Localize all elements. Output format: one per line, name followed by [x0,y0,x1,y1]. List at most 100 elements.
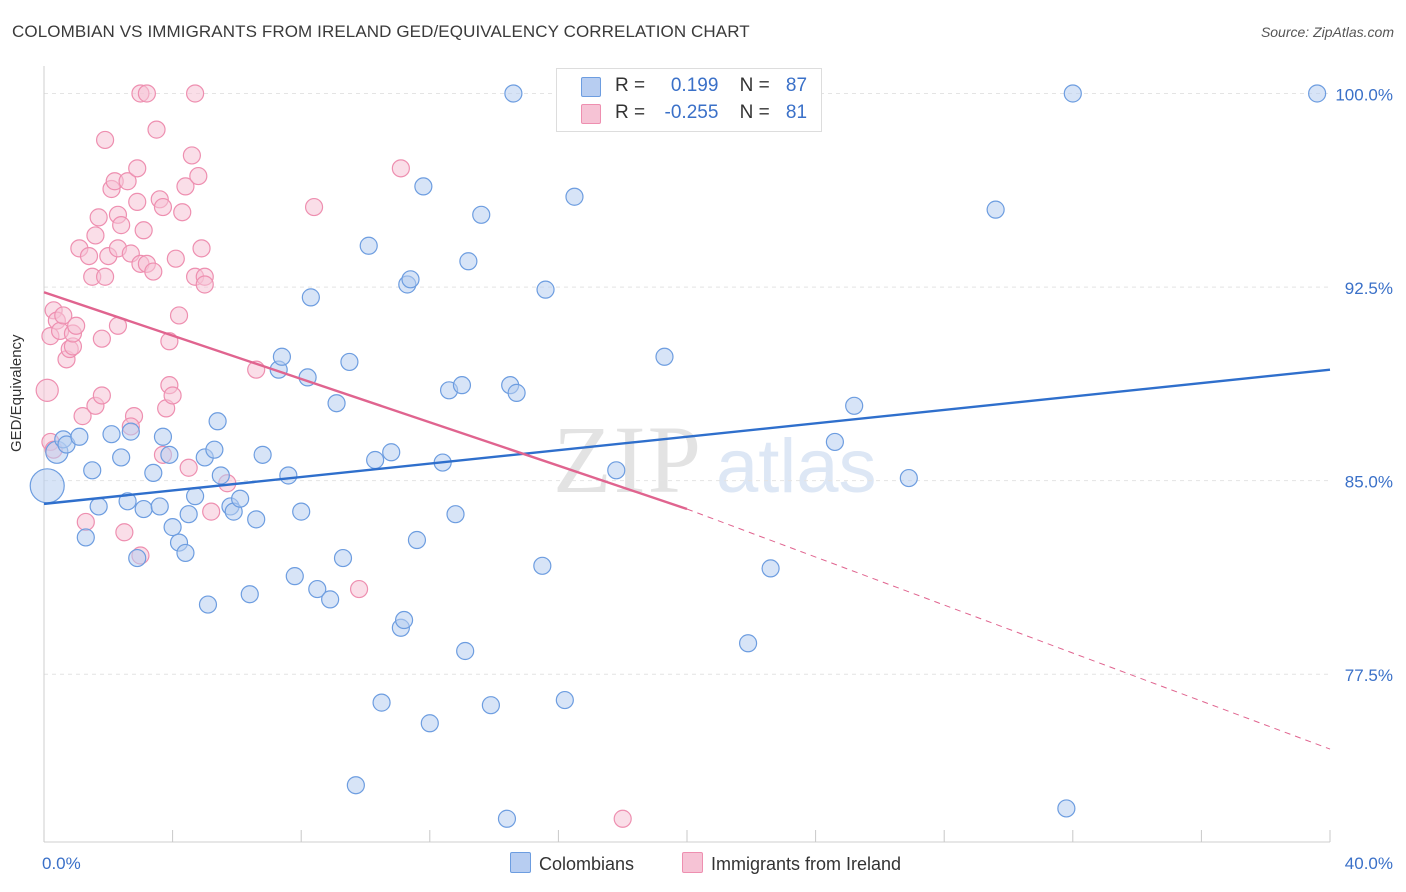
ireland-point [613,809,632,828]
ireland-point [304,197,324,217]
ireland-point [173,203,192,222]
ireland-trend-line [43,291,688,511]
ireland-point [73,407,92,426]
colombian-point [29,468,65,504]
colombian-point [231,489,250,508]
colombian-point [452,376,472,395]
ireland-point [169,306,189,325]
colombian-point [414,177,433,196]
colombian-point [247,510,266,529]
ireland-point [179,458,198,477]
correlation-legend: R = 0.199 N = 87 R = -0.255 N = 81 [556,68,822,132]
legend-n-value-1: 87 [785,75,808,96]
colombian-point [899,468,918,488]
ireland-point [128,159,147,178]
colombian-point [76,528,95,547]
ireland-point [391,159,410,178]
colombian-point [481,696,500,715]
colombian-point [825,432,844,452]
ireland-point [86,226,105,245]
colombian-point [211,466,230,485]
ireland-point [349,579,369,599]
colombian-point [198,595,218,614]
colombian-point [446,505,465,524]
legend-r-label-2: R = [615,102,646,123]
ireland-point [189,166,208,186]
chart-title: COLOMBIAN VS IMMIGRANTS FROM IRELAND GED… [12,22,750,41]
colombian-point [1057,799,1076,818]
colombian-point [176,543,195,563]
y-tick-label: 77.5% [1345,666,1393,685]
colombian-point [536,280,555,299]
colombian-point [150,497,169,516]
colombian-trend-line [43,368,1331,506]
colombian-point [279,466,298,485]
legend-swatch-pink [581,104,601,124]
ireland-point [176,177,195,196]
colombian-point [144,463,163,483]
legend-text-ireland: R = -0.255 N = 81 [615,102,807,124]
colombian-point [738,634,758,653]
colombian-point [179,505,198,524]
colombian-point [301,288,320,307]
bottom-legend-swatch-blue [510,852,531,873]
watermark-atlas: atlas [716,424,877,509]
colombian-point [128,548,147,568]
ireland-point [118,172,137,191]
bottom-legend-colombians: Colombians [510,852,634,875]
ireland-point [186,84,205,103]
colombian-point [327,394,346,413]
colombian-point [163,518,182,537]
colombian-point [456,641,475,661]
legend-n-label-2: N = [739,102,770,123]
trend-lines [43,291,1331,750]
legend-r-label-1: R = [615,75,646,96]
colombian-point [359,236,378,255]
colombian-point [507,383,526,402]
colombian-point [565,187,584,206]
legend-r-value-2: -0.255 [664,102,719,123]
ireland-point [163,386,182,405]
ireland-point [92,386,111,405]
x-tick-label-max: 40.0% [1345,854,1393,873]
ireland-point [153,197,173,217]
colombian-point [472,205,491,224]
ireland-point [182,146,201,165]
ireland-point [76,512,95,532]
colombian-point [607,461,626,480]
colombian-point [372,693,391,712]
ireland-point [137,84,156,103]
colombian-point [986,200,1005,219]
colombian-point [346,776,365,795]
colombian-point [366,450,385,470]
legend-n-value-2: 81 [785,102,808,123]
colombian-point [459,252,478,271]
colombian-point [102,425,121,444]
colombian-point [761,559,780,578]
bottom-legend-label-ireland: Immigrants from Ireland [711,854,902,874]
ireland-point [79,246,99,266]
colombian-point [89,497,108,516]
bottom-legend-label-colombians: Colombians [539,854,635,874]
colombian-point [420,714,439,733]
colombian-point [340,352,359,372]
watermark-zip: ZIP [553,406,703,513]
y-axis-label: GED/Equivalency [8,334,25,452]
x-tick-label-min: 0.0% [42,854,81,873]
chart-source: Source: ZipAtlas.com [1260,24,1394,40]
colombian-point [285,567,304,586]
ireland-point [35,378,59,402]
colombian-point [153,427,173,446]
colombian-point [208,412,227,431]
colombian-point [1308,84,1327,103]
colombian-point [70,427,89,446]
colombian-point [186,487,205,506]
colombian-point [1063,84,1082,103]
watermark: ZIP atlas [553,406,877,513]
ireland-point [195,275,214,294]
bottom-legend-ireland: Immigrants from Ireland [682,852,901,875]
colombian-point [382,443,401,462]
ireland-point [134,221,153,240]
legend-text-colombians: R = 0.199 N = 87 [615,75,807,97]
colombian-point [134,499,153,519]
